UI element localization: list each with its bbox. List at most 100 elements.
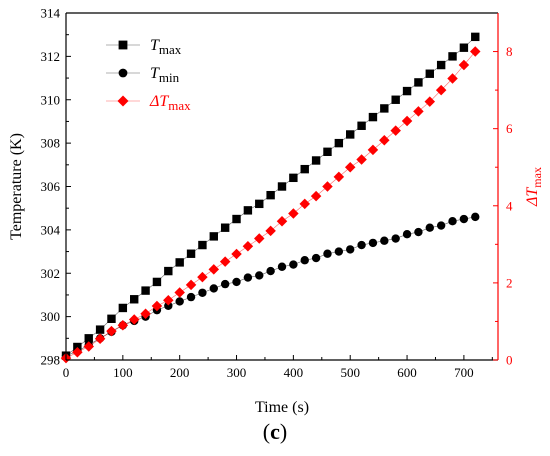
point-tmin xyxy=(243,273,253,282)
point-dtmax xyxy=(470,46,481,57)
point-dtmax xyxy=(72,347,83,358)
point-tmax xyxy=(186,249,196,258)
y-right-tick-label: 2 xyxy=(506,275,513,290)
point-tmax xyxy=(289,173,298,183)
point-tmax xyxy=(209,232,218,241)
point-tmax xyxy=(459,43,469,52)
y-axis-right-title-main: ΔT xyxy=(524,187,541,207)
legend-marker-tmax xyxy=(118,40,128,50)
point-tmax xyxy=(255,199,264,209)
legend-marker-tmin xyxy=(118,68,128,78)
point-dtmax xyxy=(140,308,151,319)
point-dtmax xyxy=(401,115,413,127)
y-left-tick-label: 312 xyxy=(41,49,61,64)
point-tmin xyxy=(311,253,321,263)
panel-label-close: ) xyxy=(279,419,288,444)
y-left-tick-label: 308 xyxy=(41,136,61,151)
y-left-tick-label: 314 xyxy=(41,6,61,21)
point-dtmax xyxy=(128,314,140,325)
point-dtmax xyxy=(219,256,231,267)
point-dtmax xyxy=(390,125,401,136)
legend-label-sub: max xyxy=(159,42,182,57)
x-axis-title: Time (s) xyxy=(255,399,309,416)
series-line-tmin xyxy=(65,216,476,356)
point-dtmax xyxy=(447,73,458,84)
point-dtmax xyxy=(322,181,333,192)
point-dtmax xyxy=(117,320,129,331)
y-left-tick-label: 300 xyxy=(41,309,61,324)
point-tmax xyxy=(175,258,184,267)
y-axis-right-title-sub: max xyxy=(530,167,544,188)
point-dtmax xyxy=(299,198,310,210)
point-tmin xyxy=(346,245,355,254)
point-dtmax xyxy=(151,300,163,312)
point-tmin xyxy=(289,260,298,269)
point-tmin xyxy=(220,279,230,289)
point-tmin xyxy=(334,247,344,256)
point-tmax xyxy=(73,342,82,352)
y-right-tick-label: 0 xyxy=(506,353,513,368)
point-dtmax xyxy=(310,190,322,202)
point-tmin xyxy=(198,288,207,297)
legend-label-main: ΔT xyxy=(149,93,169,110)
x-tick-label: 500 xyxy=(340,365,360,380)
y-left-tick-label: 302 xyxy=(41,266,61,281)
point-tmin xyxy=(436,221,446,230)
point-tmin xyxy=(414,227,423,237)
point-dtmax xyxy=(208,264,220,275)
legend-label-dtmax: ΔTmax xyxy=(149,93,191,113)
point-tmax xyxy=(277,182,287,191)
x-tick-label: 200 xyxy=(170,365,190,380)
y-right-tick-label: 6 xyxy=(506,121,513,136)
point-dtmax xyxy=(379,134,390,146)
point-dtmax xyxy=(197,271,208,283)
y-right-tick-label: 4 xyxy=(506,198,513,213)
point-tmin xyxy=(425,223,434,232)
point-tmin xyxy=(175,297,184,306)
point-dtmax xyxy=(106,325,117,337)
point-tmin xyxy=(380,236,389,245)
point-dtmax xyxy=(242,241,254,252)
point-dtmax xyxy=(424,96,436,107)
point-tmin xyxy=(277,262,287,271)
x-tick-label: 600 xyxy=(397,365,417,380)
point-tmax xyxy=(334,138,344,148)
point-tmin xyxy=(232,277,241,287)
point-tmin xyxy=(323,249,332,258)
point-tmin xyxy=(164,301,173,310)
point-tmax xyxy=(448,52,457,61)
point-dtmax xyxy=(435,84,447,96)
legend-label-main: T xyxy=(150,65,160,82)
point-tmin xyxy=(459,214,469,224)
x-tick-label: 700 xyxy=(454,365,474,380)
panel-label: (c) xyxy=(0,419,550,445)
point-tmax xyxy=(95,325,105,334)
point-tmax xyxy=(414,78,423,87)
point-dtmax xyxy=(356,154,367,165)
point-tmax xyxy=(323,147,332,156)
point-dtmax xyxy=(94,333,106,345)
point-dtmax xyxy=(254,233,265,244)
point-tmin xyxy=(209,284,218,293)
point-tmax xyxy=(141,286,150,295)
point-dtmax xyxy=(413,106,424,117)
panel-label-letter: c xyxy=(270,419,280,444)
point-tmax xyxy=(471,32,480,42)
legend-label-sub: max xyxy=(168,98,191,113)
point-tmax xyxy=(84,334,93,343)
point-tmax xyxy=(232,214,241,224)
point-tmin xyxy=(266,266,275,276)
point-tmax xyxy=(368,112,378,122)
point-tmin xyxy=(255,271,264,280)
point-tmax xyxy=(391,95,400,104)
series-tmax xyxy=(61,32,480,360)
point-dtmax xyxy=(458,59,470,71)
legend-label-tmin: Tmin xyxy=(150,65,180,85)
point-dtmax xyxy=(185,279,197,291)
point-dtmax xyxy=(163,294,174,306)
legend-marker-dtmax xyxy=(117,95,129,107)
point-tmax xyxy=(346,130,355,139)
series-line-dtmax xyxy=(65,51,476,359)
point-tmax xyxy=(380,104,389,113)
